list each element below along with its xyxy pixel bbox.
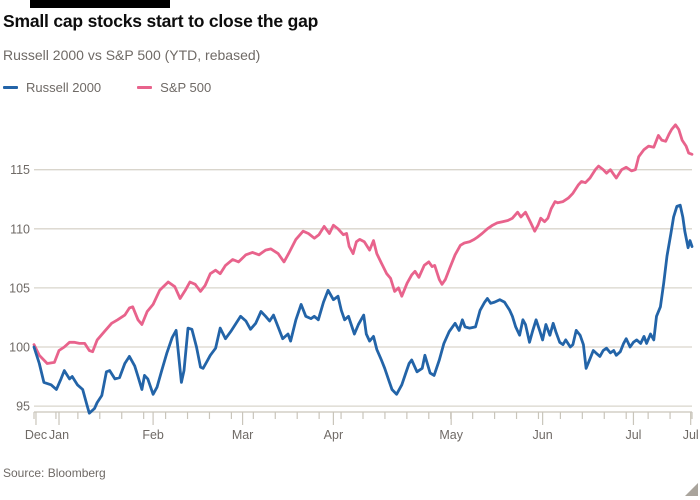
legend-label-russell-2000: Russell 2000 [26, 80, 102, 95]
top-banner-fragment [30, 0, 170, 8]
chart-title: Small cap stocks start to close the gap [3, 11, 319, 31]
x-axis-label-dec: Dec [25, 428, 47, 442]
y-axis-label-115: 115 [10, 163, 30, 177]
y-axis-label-95: 95 [16, 400, 30, 414]
y-axis-label-100: 100 [9, 340, 30, 354]
legend-item-russell-2000: Russell 2000 [3, 80, 101, 95]
chart-legend: Russell 2000 S&P 500 [3, 80, 247, 95]
x-axis-label-mar: Mar [232, 428, 254, 442]
sp-500-line-swatch [137, 85, 153, 90]
source-note: Source: Bloomberg [3, 466, 106, 480]
x-axis-label-jul: Jul [683, 428, 699, 442]
x-axis-label-feb: Feb [142, 428, 164, 442]
line-chart: 95 100 105 110 115 Dec Jan Feb Mar Apr May Jun Jul Ju… [9, 123, 699, 442]
x-axis-label-jan: Jan [49, 428, 69, 442]
chart-subtitle: Russell 2000 vs S&P 500 (YTD, rebased) [3, 47, 261, 63]
russell-2000-line-swatch [3, 85, 18, 90]
expand-chart-icon[interactable] [685, 483, 698, 496]
x-axis-label-jul: Jul [625, 428, 641, 442]
y-axis-label-105: 105 [9, 281, 30, 295]
x-axis-label-may: May [439, 428, 463, 442]
x-axis-label-jun: Jun [533, 428, 553, 442]
series-line-russell-2000 [32, 203, 694, 415]
legend-label-sp-500: S&P 500 [160, 80, 212, 95]
x-axis-label-apr: Apr [324, 428, 343, 442]
y-axis-label-110: 110 [10, 222, 30, 236]
legend-item-sp-500: S&P 500 [137, 80, 211, 95]
series-line-s-p-500 [32, 123, 694, 365]
